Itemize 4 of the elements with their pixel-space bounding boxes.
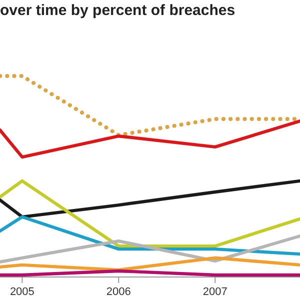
x-tick-label: 2005 [10, 286, 34, 298]
chart-title: over time by percent of breaches [0, 2, 236, 19]
x-tick-label: 2007 [202, 286, 228, 298]
x-tick-label: 2006 [106, 286, 131, 298]
